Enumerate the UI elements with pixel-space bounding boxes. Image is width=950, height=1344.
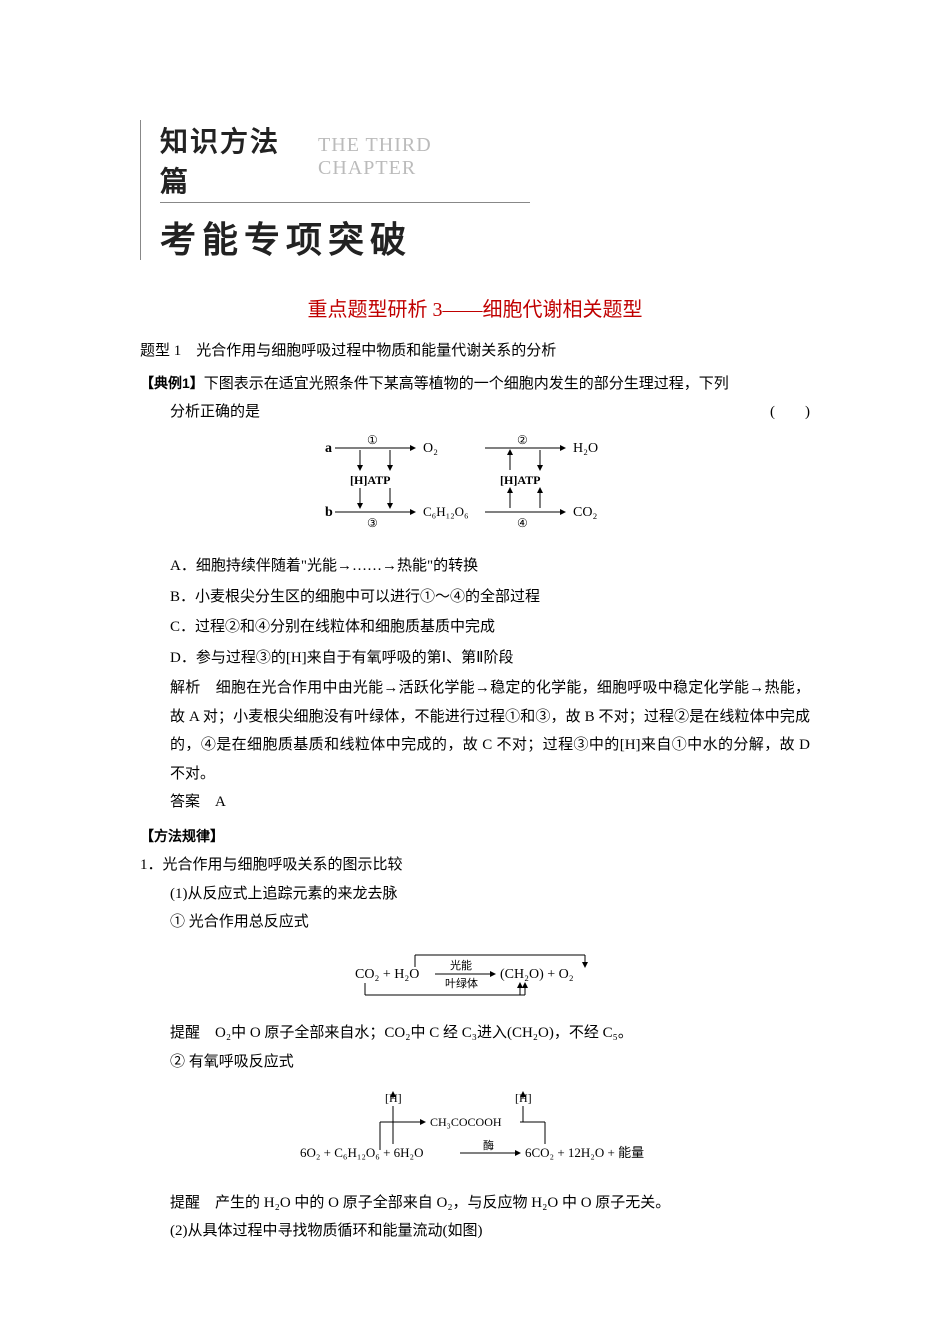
d1-h2o: H₂O [573,441,598,456]
vertical-rule [140,120,141,260]
reminder2-label: 提醒 [170,1195,200,1211]
d1-co2: CO₂ [573,505,597,520]
method-rules-label: 【方法规律】 [140,823,810,850]
answer-blank: ( ) [770,398,810,427]
header-row1: 知识方法篇 THE THIRD CHAPTER [160,120,530,203]
option-d: D．参与过程③的[H]来自于有氧呼吸的第Ⅰ、第Ⅱ阶段 [140,644,810,673]
answer: 答案 A [140,788,810,817]
jiexi-text: 细胞在光合作用中由光能→活跃化学能→稳定的化学能，细胞呼吸中稳定化学能→热能，故… [170,680,810,782]
eq2-enzyme: 酶 [483,1139,494,1152]
rule-1-2: (2)从具体过程中寻找物质循环和能量流动(如图) [140,1217,810,1246]
d1-b: b [325,505,333,520]
example-label: 【典例1】 [140,375,204,391]
eq1-lhs: CO₂ + H₂O [355,967,419,982]
d1-o2: O₂ [423,441,438,456]
explanation: 解析 细胞在光合作用中由光能→活跃化学能→稳定的化学能，细胞呼吸中稳定化学能→热… [140,674,810,788]
reminder-2: 提醒 产生的 H₂O 中的 O 原子全部来自 O₂，与反应物 H₂O 中 O 原… [140,1189,810,1218]
d1-n3: ③ [367,516,378,530]
d1-hatp1: [H]ATP [350,473,390,487]
option-b: B．小麦根尖分生区的细胞中可以进行①～④的全部过程 [140,583,810,612]
rule-1-1-2: ② 有氧呼吸反应式 [140,1048,810,1077]
rule-1-1-1: ① 光合作用总反应式 [140,908,810,937]
d1-c6: C₆H₁₂O₆ [423,504,469,519]
header-en: THE THIRD CHAPTER [318,134,530,180]
equation-1: CO₂ + H₂O 光能 叶绿体 (CH₂O) + O₂ [140,943,810,1014]
d1-n1: ① [367,433,378,447]
rule-1-1: (1)从反应式上追踪元素的来龙去脉 [140,880,810,909]
option-a: A．细胞持续伴随着"光能→……→热能"的转换 [140,552,810,581]
header-cn: 知识方法篇 [160,120,306,200]
eq1-bot: 叶绿体 [445,976,478,990]
reminder1-label: 提醒 [170,1025,200,1041]
d1-hatp2: [H]ATP [500,473,540,487]
option-c: C．过程②和④分别在线粒体和细胞质基质中完成 [140,613,810,642]
eq2-mid: CH₃COCOOH [430,1115,502,1129]
eq1-top: 光能 [450,958,472,972]
answer-label: 答案 [170,794,200,810]
reminder-1: 提醒 O₂中 O 原子全部来自水；CO₂中 C 经 C₃进入(CH₂O)，不经 … [140,1019,810,1048]
body: 题型 1 光合作用与细胞呼吸过程中物质和能量代谢关系的分析 【典例1】下图表示在… [140,337,810,1246]
eq2-rhs: 6CO₂ + 12H₂O + 能量 [525,1145,644,1160]
example-text1: 下图表示在适宜光照条件下某高等植物的一个细胞内发生的部分生理过程，下列 [204,376,729,392]
answer-value: A [200,794,226,810]
rule-1: 1．光合作用与细胞呼吸关系的图示比较 [140,851,810,880]
eq1-rhs: (CH₂O) + O₂ [500,967,574,982]
header-row2: 考能专项突破 [160,211,810,263]
example-text2: 分析正确的是 [170,398,260,427]
equation-2: [H] [H] CH₃COCOOH 6O₂ + C₆H₁₂O₆ + 6H₂O 酶… [140,1082,810,1183]
reminder2-text: 产生的 H₂O 中的 O 原子全部来自 O₂，与反应物 H₂O 中 O 原子无关… [200,1195,670,1211]
d1-a: a [325,441,332,456]
example-text2-row: 分析正确的是 ( ) [140,398,810,427]
diagram-1: a ① O₂ ② H₂O [H]ATP [H]ATP [140,432,810,543]
jiexi-label: 解析 [170,680,201,696]
chapter-header: 知识方法篇 THE THIRD CHAPTER 考能专项突破 [140,120,810,263]
section-title: 重点题型研析 3——细胞代谢相关题型 [140,293,810,322]
d1-n4: ④ [517,516,528,530]
eq2-lhs: 6O₂ + C₆H₁₂O₆ + 6H₂O [300,1145,423,1160]
example-1: 【典例1】下图表示在适宜光照条件下某高等植物的一个细胞内发生的部分生理过程，下列… [140,370,810,427]
topic-1: 题型 1 光合作用与细胞呼吸过程中物质和能量代谢关系的分析 [140,337,810,366]
reminder1-text: O₂中 O 原子全部来自水；CO₂中 C 经 C₃进入(CH₂O)，不经 C₅。 [200,1025,633,1041]
d1-n2: ② [517,433,528,447]
